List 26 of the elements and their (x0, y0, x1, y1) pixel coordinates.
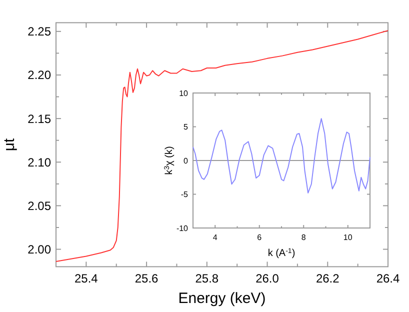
y-tick-label: -5 (180, 190, 189, 200)
x-axis-title: Energy (keV) (178, 290, 266, 307)
x-tick-label: 26.2 (316, 272, 340, 286)
x-tick-label: 10 (343, 233, 353, 242)
x-tick-label: 25.8 (195, 272, 219, 286)
y-tick-label: 2.00 (28, 242, 52, 256)
x-tick-label: 25.4 (74, 272, 98, 286)
x-axis-title: k (A$^{-1}$) (268, 248, 296, 259)
x-tick-label: 26.4 (376, 272, 400, 286)
y-tick-label: 0 (184, 156, 189, 166)
line-series (56, 30, 388, 262)
y-axis-title: μt (1, 137, 18, 152)
x-tick-label: 25.6 (134, 272, 159, 286)
y-tick-label: 5 (184, 122, 189, 132)
y-tick-label: 10 (179, 88, 189, 98)
x-tick-label: 6 (257, 233, 262, 242)
y-tick-label: 2.05 (28, 198, 52, 213)
x-tick-label: 8 (301, 233, 306, 242)
y-tick-label: 2.25 (28, 24, 52, 39)
y-tick-label: 2.20 (28, 68, 52, 82)
y-tick-label: 2.10 (28, 155, 52, 170)
line-series (192, 118, 370, 194)
x-tick-label: 26.0 (256, 272, 280, 286)
x-tick-label: 4 (212, 233, 218, 242)
y-tick-label: 2.15 (28, 112, 52, 126)
y-tick-label: -10 (176, 224, 189, 233)
